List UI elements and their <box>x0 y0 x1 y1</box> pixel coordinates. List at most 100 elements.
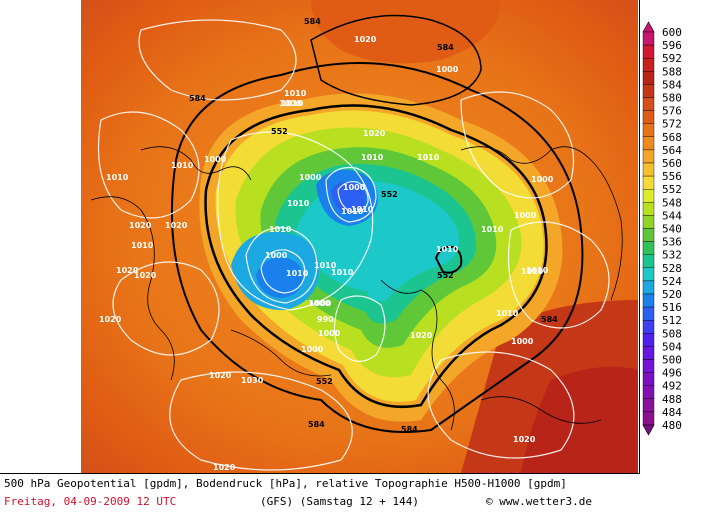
geopotential-label: 552 <box>437 271 454 280</box>
coastlines <box>90 146 623 431</box>
legend-label: 508 <box>662 327 682 340</box>
pressure-label: 1020 <box>513 435 536 444</box>
legend-swatch <box>642 372 655 386</box>
pressure-label: 1020 <box>99 315 122 324</box>
geopotential-label: 584 <box>437 43 454 52</box>
pressure-label: 1010 <box>269 225 292 234</box>
legend-label: 524 <box>662 275 682 288</box>
legend-label: 496 <box>662 367 682 380</box>
pressure-label: 1000 <box>299 173 322 182</box>
legend-label: 588 <box>662 65 682 78</box>
pressure-label: 1000 <box>204 155 227 164</box>
legend-swatch <box>642 84 655 98</box>
legend-label: 516 <box>662 301 682 314</box>
pressure-label: 1000 <box>436 65 459 74</box>
legend-label: 552 <box>662 183 682 196</box>
pressure-label: 1010 <box>284 89 307 98</box>
legend-swatch <box>642 188 655 203</box>
legend-label: 528 <box>662 262 682 275</box>
pressure-label: 1010 <box>314 261 337 270</box>
legend-label: 568 <box>662 131 682 144</box>
pressure-label: 1010 <box>131 241 154 250</box>
legend-swatch <box>642 241 655 255</box>
legend-label: 480 <box>662 419 682 432</box>
legend-swatch <box>642 149 655 164</box>
legend-swatch <box>642 333 655 347</box>
pressure-label: 1010 <box>436 245 459 254</box>
pressure-label: 1020 <box>116 266 139 275</box>
pressure-label: 1010 <box>361 153 384 162</box>
legend-swatch <box>642 385 655 400</box>
warm-region-north <box>311 0 501 64</box>
legend-label: 540 <box>662 223 682 236</box>
legend-swatch <box>642 136 655 151</box>
legend-label: 492 <box>662 380 682 393</box>
pressure-label: 1010 <box>496 309 519 318</box>
pressure-label: 1010 <box>286 269 309 278</box>
pressure-label: 1010 <box>106 173 129 182</box>
weather-map: 1020 1000 1010 1000 1010 1000 1010 1020 … <box>81 0 638 473</box>
legend-label: 520 <box>662 288 682 301</box>
pressure-label: 1020 <box>165 221 188 230</box>
pressure-label: 1020 <box>209 371 232 380</box>
legend-label: 576 <box>662 105 682 118</box>
low-core-west <box>256 257 303 298</box>
legend-swatch <box>642 228 655 242</box>
pressure-label: 1000 <box>265 251 288 260</box>
legend-swatch <box>642 44 655 59</box>
legend-label: 532 <box>662 249 682 262</box>
legend-label: 500 <box>662 354 682 367</box>
pressure-label: 1010 <box>521 267 544 276</box>
pressure-label: 1020 <box>363 129 386 138</box>
legend-swatch <box>642 411 655 426</box>
geopotential-label: 584 <box>189 94 206 103</box>
pressure-label: 1000 <box>308 299 331 308</box>
legend-swatch <box>642 175 655 190</box>
low-core-north <box>331 181 366 214</box>
pressure-label: 1010 <box>281 99 304 108</box>
legend-swatch <box>642 123 655 137</box>
legend-label: 560 <box>662 157 682 170</box>
legend-swatch <box>642 110 655 124</box>
legend-label: 488 <box>662 393 682 406</box>
geopotential-label: 584 <box>308 420 325 429</box>
legend-arrow-bottom <box>642 424 655 436</box>
pressure-label: 1010 <box>417 153 440 162</box>
geopotential-label: 584 <box>541 315 558 324</box>
pressure-label: 1020 <box>354 35 377 44</box>
forecast-date: Freitag, 04-09-2009 12 UTC <box>4 495 177 508</box>
legend-swatch <box>642 162 655 177</box>
pressure-label: 1000 <box>318 329 341 338</box>
legend-label: 600 <box>662 26 682 39</box>
pressure-label: 1000 <box>511 337 534 346</box>
legend-label: 580 <box>662 92 682 105</box>
legend-label: 512 <box>662 314 682 327</box>
geopotential-label: 552 <box>316 377 333 386</box>
legend-label: 544 <box>662 209 682 222</box>
isobars <box>98 19 610 471</box>
legend-swatch <box>642 254 655 268</box>
legend-swatch <box>642 97 655 111</box>
map-title: 500 hPa Geopotential [gpdm], Bodendruck … <box>4 477 567 490</box>
geopotential-contours <box>170 14 584 433</box>
pressure-label: 1020 <box>134 271 157 280</box>
legend-label: 592 <box>662 52 682 65</box>
pressure-label: 1000 <box>279 99 302 108</box>
pressure-label: 1020 <box>129 221 152 230</box>
geopotential-label: 552 <box>271 127 288 136</box>
pressure-label: 1000 <box>309 299 332 308</box>
pressure-label: 1010 <box>526 266 549 275</box>
pressure-label: 1000 <box>514 211 537 220</box>
legend-label: 504 <box>662 340 682 353</box>
pressure-label: 1020 <box>213 463 236 472</box>
pressure-label: 1010 <box>171 161 194 170</box>
pressure-label: 1030 <box>241 376 264 385</box>
legend-label: 584 <box>662 78 682 91</box>
geopotential-label: 584 <box>401 425 418 434</box>
pressure-label: 990 <box>317 315 334 324</box>
copyright: © www.wetter3.de <box>486 495 592 508</box>
legend-label: 572 <box>662 118 682 131</box>
legend-label: 484 <box>662 406 682 419</box>
pressure-label: 1000 <box>531 175 554 184</box>
map-labels: 1020 1000 1010 1000 1010 1000 1010 1020 … <box>99 17 558 472</box>
